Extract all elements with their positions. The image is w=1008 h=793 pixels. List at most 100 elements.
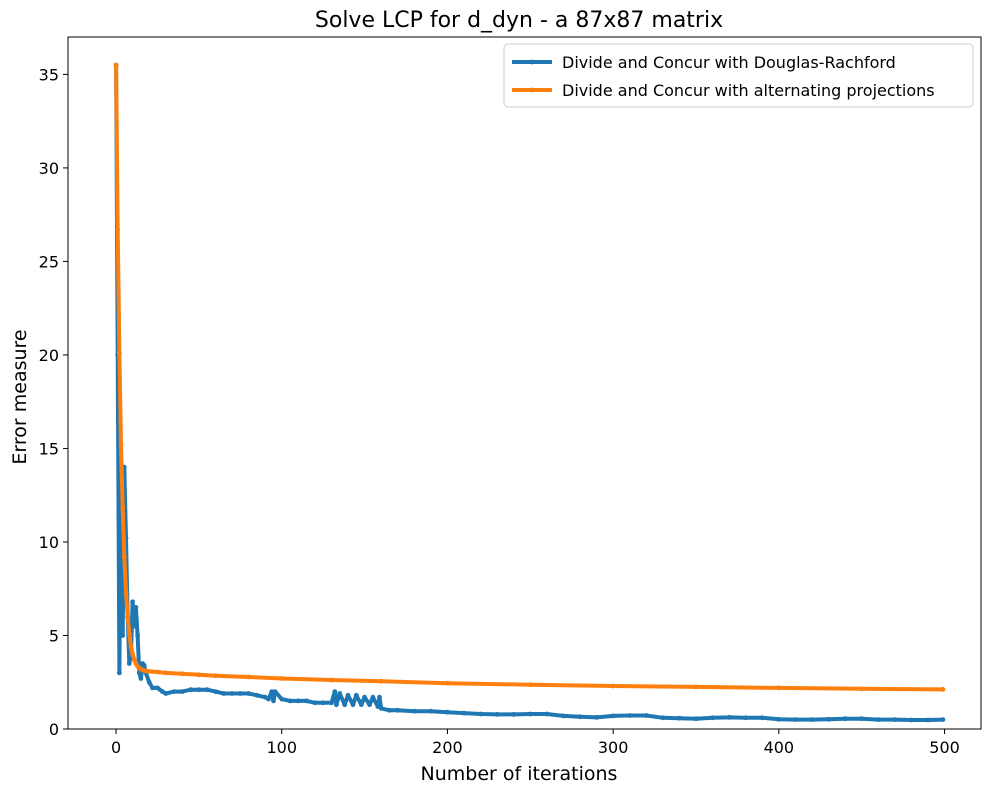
x-tick-label: 100 [266,738,297,757]
series-1-point [925,717,931,723]
series-1-point [511,712,517,717]
series-1-point [809,717,815,722]
legend-label-1: Divide and Concur with Douglas-Rachford [562,53,896,72]
series-1-point [370,694,376,700]
series-1-point [229,691,235,696]
series-2-point [146,669,152,674]
series-1-point [141,663,147,668]
series-1-point [345,692,351,698]
series-1-point [135,633,141,638]
series-1-point [146,679,152,685]
y-tick-label: 10 [39,533,59,552]
series-1-point [353,692,359,698]
legend-marker-2 [529,87,535,93]
x-tick-label: 400 [764,738,795,757]
x-tick-label: 500 [929,738,960,757]
series-1-point [196,687,202,693]
series-2-point [121,554,127,560]
series-line-1 [114,63,945,722]
series-1-point [213,689,218,694]
series-2-point [130,651,136,657]
series-2-point [126,631,132,636]
series-1-point [776,716,782,722]
x-axis-label: Number of iterations [421,763,618,785]
series-1-point [163,691,169,696]
series-1-point [304,698,309,704]
y-tick-label: 5 [49,626,59,645]
series-1-point [334,702,339,708]
x-tick-label: 200 [432,738,463,757]
x-tick-label: 0 [111,738,121,757]
series-2-point [940,687,946,692]
series-1-point [759,715,765,721]
series-1-point [295,698,301,704]
series-1-point [610,713,616,719]
series-1-point [126,661,132,666]
series-1-point [387,707,392,713]
series-line-2 [114,63,945,692]
series-1-point [710,715,715,721]
series-2-point [155,669,160,675]
series-1-point [445,709,450,715]
series-1-point [494,712,500,717]
series-1-point [279,696,285,702]
series-1-point [332,689,338,694]
series-1-point [358,702,364,708]
series-1-point [395,707,401,713]
series-1-point [350,702,356,708]
plot-area [113,62,946,723]
series-1-point [179,689,185,694]
series-1-point [411,708,417,714]
series-2-point [776,685,782,691]
series-1-point [461,710,467,716]
y-tick-label: 15 [39,439,59,458]
series-1-point [254,692,260,698]
series-2-point [118,442,124,448]
series-2-point [113,62,119,68]
legend-label-2: Divide and Concur with alternating proje… [562,81,935,100]
series-1-point [155,685,160,691]
series-2-point [179,671,185,677]
series-1-point [378,706,384,711]
series-1-point [826,716,831,722]
series-2-point [445,680,450,686]
axes: 0 100 200 300 400 500 0 5 10 15 20 25 30 35 [39,36,982,757]
series-2-point [610,683,616,689]
series-1-point [842,716,848,722]
series-1-point [133,605,139,610]
series-1-point [337,691,343,696]
series-1-point [367,702,372,708]
x-tick-label: 300 [598,738,629,757]
series-1-point [726,715,732,720]
series-2-point [131,657,137,663]
series-1-point [875,717,881,722]
series-1-point [320,700,326,706]
series-1-point [246,691,252,696]
series-1-point [150,685,155,691]
y-tick-label: 30 [39,159,59,178]
series-2-point [246,674,252,680]
series-1-point [859,716,865,722]
series-1-point [221,691,227,696]
legend: Divide and Concur with Douglas-Rachford D… [503,43,974,108]
series-1-point [660,715,666,721]
series-1-point [743,715,749,721]
series-1-point [478,711,483,717]
series-1-point [272,689,278,694]
series-1-point [329,700,334,706]
y-tick-label: 35 [39,65,59,84]
series-1-point [269,689,275,694]
series-1-point [136,670,142,676]
series-1-point [287,698,293,704]
series-1-point [342,702,348,708]
series-2-point [115,227,121,233]
y-tick-label: 20 [39,346,59,365]
series-2-point [693,684,699,690]
series-1-point [312,700,318,706]
series-1-point [909,717,914,723]
series-1-point [677,715,682,721]
series-2-point [123,590,129,595]
series-1-point [188,687,194,693]
